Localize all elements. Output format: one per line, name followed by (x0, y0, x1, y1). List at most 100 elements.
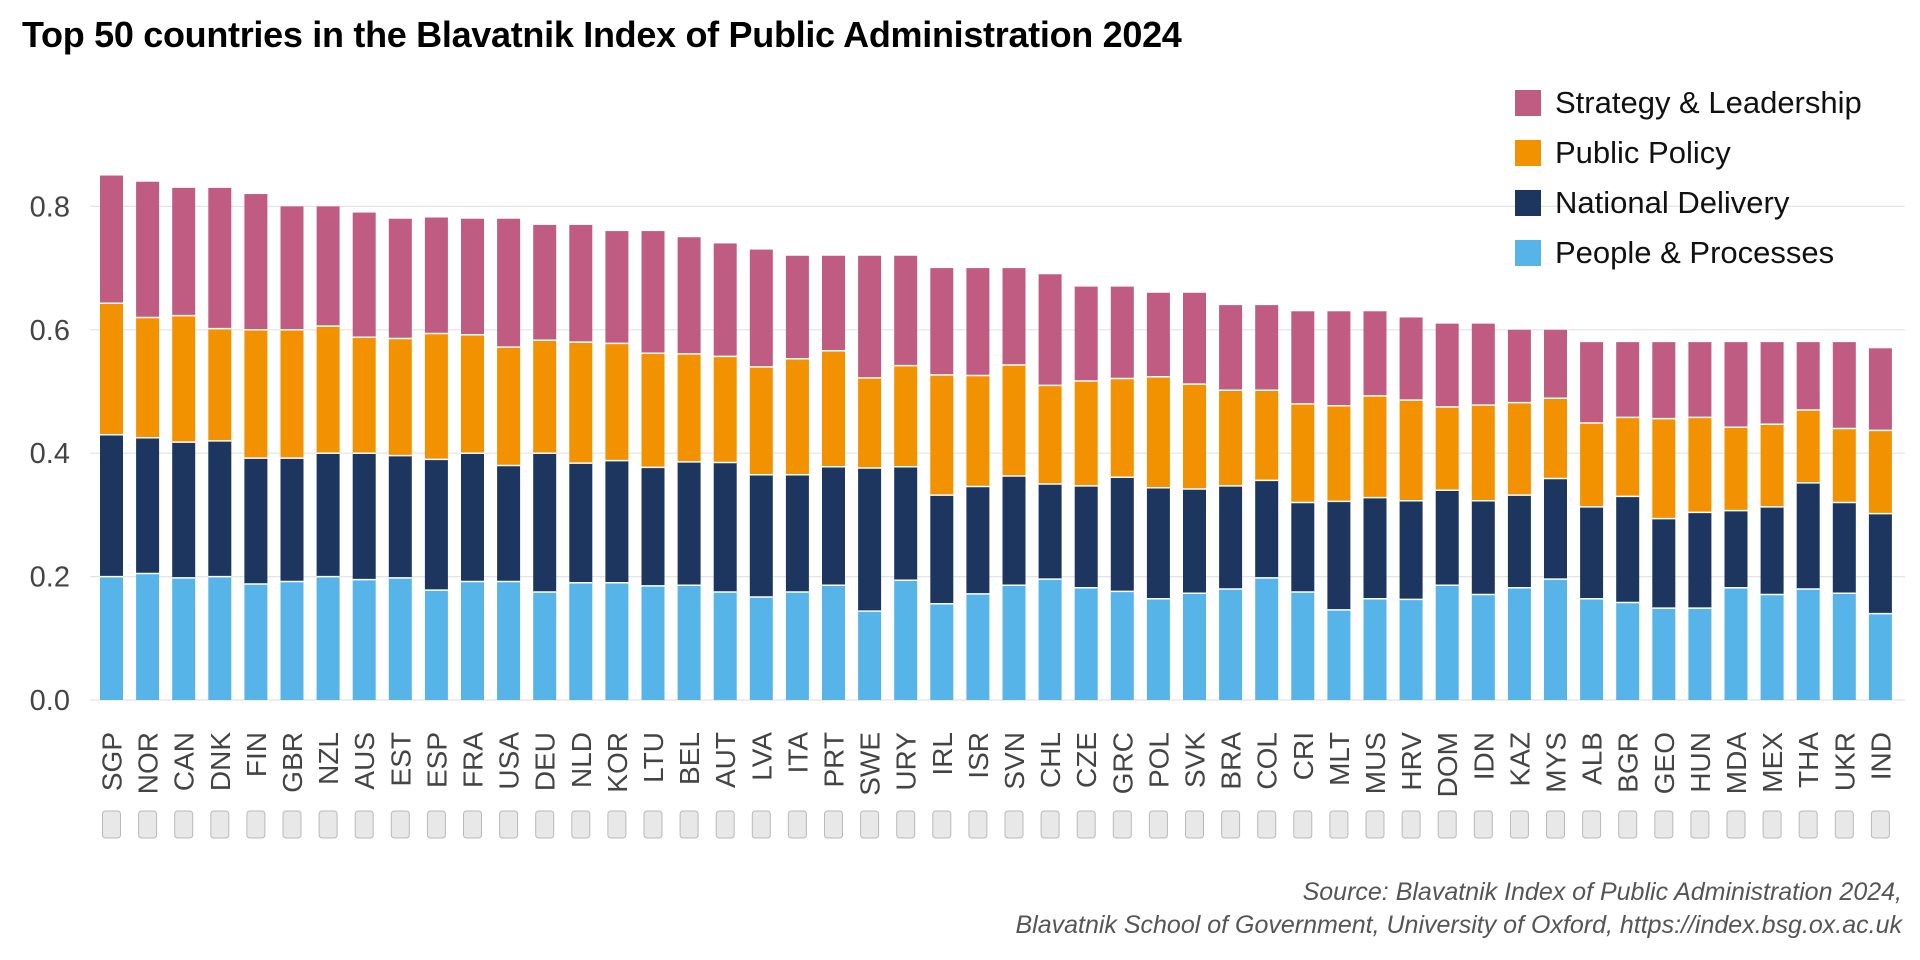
bar-USA-people-processes (497, 581, 521, 700)
x-tick-label-AUS: AUS (349, 732, 380, 790)
flag-KAZ-icon (1509, 810, 1529, 839)
bar-POL-public-policy (1146, 376, 1170, 488)
flag-POL-icon (1148, 810, 1168, 839)
x-tick-label-NLD: NLD (566, 732, 597, 788)
x-tick-label-USA: USA (494, 732, 525, 790)
bar-DOM-people-processes (1435, 585, 1459, 700)
bar-HUN-public-policy (1688, 417, 1712, 513)
flag-IDN-icon (1473, 810, 1493, 839)
bar-ITA-strategy-leadership (785, 255, 809, 359)
x-tick-label-NOR: NOR (133, 732, 164, 794)
bar-BRA-public-policy (1219, 390, 1243, 486)
bar-CZE-national-delivery (1074, 485, 1098, 588)
flag-URY-icon (896, 810, 916, 839)
x-tick-label-NZL: NZL (313, 732, 344, 785)
flag-SVN-icon (1004, 810, 1024, 839)
bar-BGR-national-delivery (1616, 496, 1640, 603)
bar-ISR-strategy-leadership (966, 268, 990, 376)
flag-ALB-icon (1582, 810, 1602, 839)
bar-SWE-national-delivery (858, 468, 882, 612)
flag-GEO-icon (1654, 810, 1674, 839)
x-tick-label-DOM: DOM (1432, 732, 1463, 797)
bar-NOR-people-processes (136, 573, 160, 700)
flag-KOR-icon (607, 810, 627, 839)
x-tick-label-CRI: CRI (1288, 732, 1319, 780)
bar-URY-national-delivery (894, 466, 918, 581)
x-tick-label-MEX: MEX (1757, 732, 1788, 793)
bar-ALB-strategy-leadership (1580, 342, 1604, 423)
bar-CZE-public-policy (1074, 381, 1098, 486)
bar-ESP-national-delivery (424, 459, 448, 591)
x-tick-label-IND: IND (1865, 732, 1896, 780)
flag-GRC-icon (1112, 810, 1132, 839)
bar-GRC-people-processes (1110, 591, 1134, 700)
bar-SVK-national-delivery (1183, 488, 1206, 594)
bar-LTU-strategy-leadership (641, 231, 665, 354)
bar-ESP-strategy-leadership (424, 217, 448, 334)
x-tick-label-FRA: FRA (458, 732, 489, 788)
bar-SVN-national-delivery (1002, 476, 1026, 586)
bar-BEL-national-delivery (677, 461, 701, 586)
bar-AUS-public-policy (352, 337, 376, 454)
bar-SVN-public-policy (1002, 364, 1026, 477)
flag-CRI-icon (1293, 810, 1313, 839)
bar-EST-people-processes (388, 577, 412, 700)
x-tick-label-MUS: MUS (1360, 732, 1391, 794)
bar-NZL-public-policy (316, 326, 340, 454)
bar-NZL-strategy-leadership (316, 206, 340, 327)
bar-MUS-people-processes (1363, 598, 1387, 700)
bar-MEX-people-processes (1760, 594, 1784, 700)
bar-CRI-national-delivery (1291, 502, 1315, 593)
y-axis-ticks: 0.0 0.2 0.4 0.6 0.8 (30, 191, 70, 717)
bar-IDN-public-policy (1471, 405, 1495, 501)
bar-UKR-strategy-leadership (1832, 342, 1856, 429)
x-tick-label-LTU: LTU (638, 732, 669, 783)
flag-MEX-icon (1762, 810, 1782, 839)
flag-CAN-icon (174, 810, 194, 839)
flag-GBR-icon (282, 810, 302, 839)
bar-URY-public-policy (894, 365, 918, 467)
bar-URY-strategy-leadership (894, 255, 918, 366)
bar-KOR-public-policy (605, 343, 629, 461)
flag-THA-icon (1798, 810, 1818, 839)
bar-PRT-people-processes (822, 585, 845, 700)
bar-CZE-strategy-leadership (1074, 286, 1098, 382)
bar-LVA-national-delivery (749, 474, 773, 597)
flag-SGP-icon (102, 810, 121, 839)
bar-COL-strategy-leadership (1255, 305, 1279, 391)
y-tick-label: 0.2 (30, 562, 70, 594)
x-tick-label-GRC: GRC (1107, 732, 1138, 794)
bar-CHL-national-delivery (1038, 484, 1062, 580)
x-tick-label-SVK: SVK (1180, 732, 1211, 788)
y-tick-label: 0.8 (30, 191, 70, 223)
x-tick-label-ISR: ISR (963, 732, 994, 779)
bar-CAN-public-policy (172, 315, 196, 443)
bar-USA-national-delivery (497, 465, 521, 582)
flag-PRT-icon (824, 810, 843, 839)
bar-URY-people-processes (894, 580, 918, 700)
bar-HUN-national-delivery (1688, 512, 1712, 609)
bar-CZE-people-processes (1074, 587, 1098, 700)
bar-SGP-public-policy (100, 303, 123, 435)
bar-MDA-public-policy (1724, 427, 1748, 511)
bar-THA-people-processes (1796, 588, 1820, 700)
bar-AUS-national-delivery (352, 453, 376, 580)
bar-FRA-public-policy (461, 334, 484, 454)
bar-DEU-people-processes (533, 592, 557, 700)
x-tick-label-ALB: ALB (1577, 732, 1608, 785)
x-tick-label-MYS: MYS (1541, 732, 1572, 793)
bar-HUN-strategy-leadership (1688, 342, 1712, 418)
bar-DOM-public-policy (1435, 406, 1459, 491)
bar-AUT-national-delivery (713, 462, 737, 593)
bar-GBR-national-delivery (280, 458, 304, 582)
bar-KOR-national-delivery (605, 460, 629, 583)
x-tick-label-SGP: SGP (97, 732, 128, 791)
flag-SWE-icon (860, 810, 880, 839)
x-tick-label-DEU: DEU (530, 732, 561, 791)
bar-ITA-people-processes (785, 592, 809, 700)
bar-AUT-public-policy (713, 356, 737, 463)
bar-DOM-strategy-leadership (1435, 323, 1459, 407)
flag-CHL-icon (1040, 810, 1060, 839)
bar-MEX-national-delivery (1760, 506, 1784, 595)
x-tick-label-BRA: BRA (1216, 732, 1247, 790)
